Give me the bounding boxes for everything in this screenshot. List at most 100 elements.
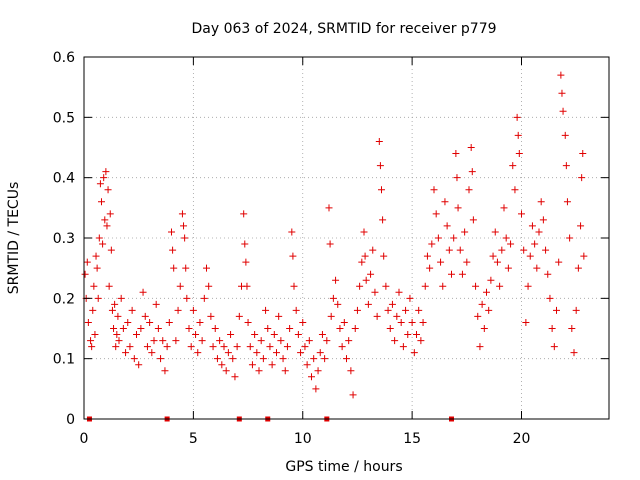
- data-point: [450, 234, 458, 242]
- data-point: [185, 325, 193, 332]
- data-point: [465, 186, 473, 194]
- data-point: [103, 222, 111, 230]
- data-point: [244, 318, 252, 326]
- data-point: [515, 150, 523, 158]
- data-point: [84, 318, 92, 326]
- data-point: [456, 246, 464, 254]
- data-point: [96, 180, 104, 188]
- data-point: [165, 318, 173, 326]
- data-point: [356, 282, 364, 290]
- data-point: [458, 270, 466, 278]
- data-point: [343, 355, 350, 363]
- data-point: [213, 355, 221, 363]
- data-point: [580, 252, 588, 260]
- data-point: [110, 325, 118, 332]
- data-point: [375, 137, 383, 145]
- data-point: [353, 306, 361, 314]
- y-tick-label: 0: [66, 412, 75, 428]
- data-point: [537, 198, 545, 206]
- data-point: [128, 306, 136, 314]
- data-point: [183, 294, 191, 302]
- data-point: [327, 312, 335, 320]
- data-point: [329, 294, 337, 302]
- data-point: [98, 198, 105, 206]
- data-point: [415, 306, 423, 314]
- data-point: [161, 367, 169, 375]
- data-point: [262, 306, 270, 314]
- data-point: [566, 234, 574, 242]
- y-tick-label: 0.5: [53, 110, 75, 126]
- data-point: [88, 343, 96, 351]
- data-point: [402, 306, 410, 314]
- data-point: [257, 337, 265, 345]
- data-point: [288, 228, 296, 236]
- data-point: [189, 306, 197, 314]
- data-point: [163, 343, 171, 351]
- data-point: [432, 210, 440, 218]
- data-point: [112, 343, 120, 351]
- data-point: [141, 312, 149, 320]
- data-point: [246, 343, 254, 351]
- data-point: [100, 174, 108, 182]
- data-point: [146, 318, 154, 326]
- data-point: [539, 216, 547, 224]
- data-point: [222, 367, 230, 375]
- data-point: [364, 300, 372, 308]
- x-tick-label: 15: [403, 431, 421, 447]
- data-point: [524, 282, 532, 290]
- data-point: [557, 71, 565, 79]
- data-point: [283, 343, 291, 351]
- data-point: [135, 361, 143, 369]
- data-point: [192, 331, 200, 339]
- data-point: [546, 294, 554, 302]
- data-point: [408, 318, 416, 326]
- data-point: [312, 385, 320, 393]
- data-point: [384, 306, 392, 314]
- data-point: [413, 331, 420, 339]
- data-point: [157, 355, 165, 363]
- data-point: [493, 258, 501, 266]
- data-point: [268, 361, 276, 369]
- data-point: [472, 282, 480, 290]
- data-point: [205, 282, 213, 290]
- data-point: [316, 349, 324, 357]
- data-point: [509, 162, 517, 170]
- data-point: [277, 337, 285, 345]
- data-point: [500, 204, 508, 212]
- data-point: [94, 294, 102, 302]
- data-point: [198, 337, 206, 345]
- data-point: [196, 318, 204, 326]
- data-point: [461, 228, 469, 236]
- data-point: [107, 246, 115, 254]
- data-point: [360, 228, 368, 236]
- data-point: [318, 331, 326, 339]
- data-point: [114, 312, 122, 320]
- data-point: [270, 331, 278, 339]
- data-point: [428, 240, 436, 248]
- data-point: [91, 331, 99, 339]
- data-point: [443, 222, 451, 230]
- data-point: [102, 168, 110, 176]
- data-point: [388, 300, 396, 308]
- data-point: [561, 131, 569, 139]
- data-point: [439, 282, 447, 290]
- data-point: [281, 367, 289, 375]
- data-point: [453, 174, 461, 182]
- data-point: [174, 306, 182, 314]
- data-point: [209, 343, 217, 351]
- data-point: [105, 282, 113, 290]
- data-point: [376, 162, 384, 170]
- data-point: [478, 300, 486, 308]
- data-point: [391, 337, 399, 345]
- data-point: [289, 252, 297, 260]
- data-point: [347, 367, 355, 375]
- data-point: [122, 349, 130, 357]
- data-point: [241, 240, 249, 248]
- data-point: [176, 282, 184, 290]
- data-point: [544, 270, 552, 278]
- data-point: [106, 210, 114, 218]
- data-point: [338, 343, 346, 351]
- data-point: [180, 222, 188, 230]
- data-point: [218, 361, 226, 369]
- data-point: [467, 144, 475, 151]
